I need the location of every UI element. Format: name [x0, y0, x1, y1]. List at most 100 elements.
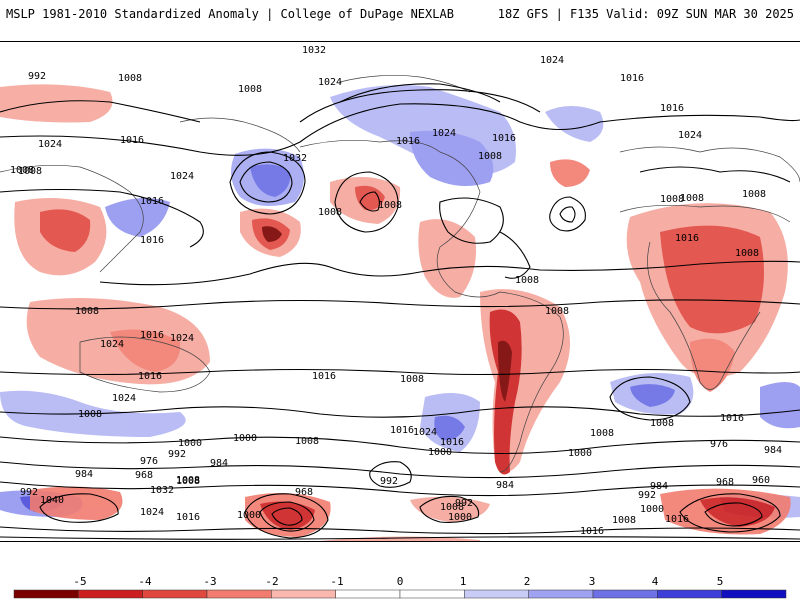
isobar-label: 1016: [675, 233, 699, 244]
isobar-label: 1008: [318, 207, 342, 218]
isobar-label: 1016: [665, 514, 689, 525]
isobar-label: 1008: [78, 409, 102, 420]
isobar-label: 1008: [735, 248, 759, 259]
isobar-label: 1016: [492, 133, 516, 144]
isobar-label: 1016: [580, 526, 604, 537]
colorbar-bin: [335, 589, 401, 599]
colorbar-tick-label: 3: [588, 575, 596, 588]
isobar-label: 1016: [390, 425, 414, 436]
isobar-label: 1024: [432, 128, 456, 139]
isobar-label: 976: [710, 439, 728, 450]
isobar-label: 1016: [140, 196, 164, 207]
header: MSLP 1981-2010 Standardized Anomaly | Co…: [0, 0, 800, 30]
isobar-label: 1008: [590, 428, 614, 439]
isobar-label: 1000: [448, 512, 472, 523]
isobar-label: 1024: [140, 507, 164, 518]
colorbar: [13, 589, 787, 599]
isobar-label: 1024: [413, 427, 437, 438]
negative-anomaly-areas: [0, 84, 791, 541]
isobar-label: 984: [764, 445, 782, 456]
isobar-label: 1000: [428, 447, 452, 458]
map-svg: 9921008101610241032102410081016102410241…: [0, 42, 800, 541]
isobar-label: 984: [496, 480, 514, 491]
isobar-label: 1000: [178, 438, 202, 449]
isobar-label: 1008: [378, 200, 402, 211]
isobar-label: 1024: [170, 171, 194, 182]
isobar-label: 1008: [10, 165, 34, 176]
isobar-label: 1008: [176, 475, 200, 486]
isobar-label: 968: [295, 487, 313, 498]
isobar-label: 968: [716, 477, 734, 488]
isobar-label: 1008: [650, 418, 674, 429]
isobar-label: 1024: [318, 77, 342, 88]
isobar-label: 1016: [660, 103, 684, 114]
isobar-label: 992: [455, 498, 473, 509]
isobar-label: 984: [210, 458, 228, 469]
colorbar-bin: [528, 589, 594, 599]
colorbar-bin: [657, 589, 722, 599]
model-run-info: 18Z GFS | F135 Valid: 09Z SUN MAR 30 202…: [497, 7, 794, 21]
isobars: [0, 83, 800, 540]
colorbar-bin: [271, 589, 336, 599]
isobar-label: 992: [380, 476, 398, 487]
colorbar-bin: [399, 589, 465, 599]
colorbar-tick-label: 5: [716, 575, 724, 588]
colorbar-bin: [592, 589, 658, 599]
colorbar-tick-label: 0: [396, 575, 404, 588]
isobar-label: 1024: [678, 130, 702, 141]
isobar-label: 1008: [515, 275, 539, 286]
isobar-label: 1024: [38, 139, 62, 150]
isobar-label: 1016: [396, 136, 420, 147]
isobar-label: 1008: [238, 84, 262, 95]
isobar-label: 1016: [138, 371, 162, 382]
isobar-label: 968: [135, 470, 153, 481]
colorbar-tick-label: 1: [459, 575, 467, 588]
colorbar-bins: [13, 589, 787, 599]
isobar-label: 1024: [100, 339, 124, 350]
isobar-label: 1008: [478, 151, 502, 162]
colorbar-bin: [78, 589, 143, 599]
isobar-label: 1016: [140, 330, 164, 341]
colorbar-tick-label: -2: [265, 575, 279, 588]
isobar-label: 1016: [620, 73, 644, 84]
isobar-label: 984: [75, 469, 93, 480]
anomaly-map: 9921008101610241032102410081016102410241…: [0, 41, 800, 542]
isobar-label: 1008: [742, 189, 766, 200]
isobar-label: 1016: [440, 437, 464, 448]
isobar-label: 1008: [400, 374, 424, 385]
isobar-label: 976: [140, 456, 158, 467]
isobar-labels: 9921008101610241032102410081016102410241…: [10, 42, 782, 537]
isobar-label: 1024: [112, 393, 136, 404]
colorbar-tick-label: 4: [651, 575, 659, 588]
colorbar-bin: [721, 589, 787, 599]
isobar-label: 1008: [680, 193, 704, 204]
isobar-label: 1040: [40, 495, 64, 506]
isobar-label: 1008: [118, 73, 142, 84]
colorbar-bin: [142, 589, 208, 599]
isobar-label: 960: [752, 475, 770, 486]
colorbar-tick-label: -5: [73, 575, 87, 588]
colorbar-tick-label: -4: [138, 575, 152, 588]
isobar-label: 992: [20, 487, 38, 498]
colorbar-bin: [13, 589, 79, 599]
isobar-label: 1032: [302, 45, 326, 56]
colorbar-tick-label: -3: [203, 575, 217, 588]
colorbar-tick-label: 2: [523, 575, 531, 588]
isobar-label: 1032: [150, 485, 174, 496]
colorbar-bin: [206, 589, 272, 599]
isobar-label: 992: [28, 71, 46, 82]
map-title: MSLP 1981-2010 Standardized Anomaly | Co…: [6, 7, 454, 21]
isobar-label: 1000: [568, 448, 592, 459]
isobar-label: 1024: [170, 333, 194, 344]
isobar-label: 1024: [498, 42, 522, 44]
isobar-label: 1008: [75, 306, 99, 317]
isobar-label: 1000: [237, 510, 261, 521]
isobar-label: 992: [168, 449, 186, 460]
isobar-label: 1008: [295, 436, 319, 447]
colorbar-tick-label: -1: [330, 575, 344, 588]
isobar-label: 1008: [545, 306, 569, 317]
isobar-label: 1008: [18, 166, 42, 177]
isobar-label: 1016: [720, 413, 744, 424]
colorbar-bin: [464, 589, 529, 599]
isobar-label: 1016: [120, 135, 144, 146]
